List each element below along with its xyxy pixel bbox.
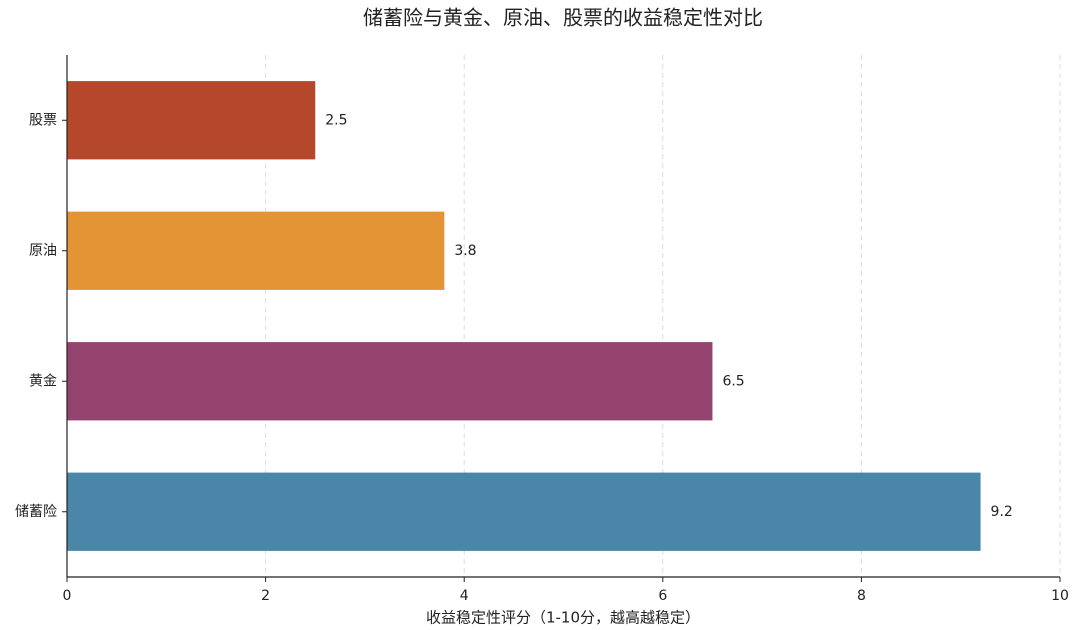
x-tick-label: 2 <box>261 588 270 604</box>
x-axis-label: 收益稳定性评分（1-10分，越高越稳定） <box>426 609 700 627</box>
value-label: 6.5 <box>722 373 744 389</box>
x-tick-label: 8 <box>857 588 866 604</box>
x-tick-label: 4 <box>460 588 469 604</box>
value-label: 3.8 <box>454 243 476 259</box>
bar <box>67 472 981 551</box>
x-tick-label: 0 <box>63 588 72 604</box>
y-tick-label: 储蓄险 <box>15 504 57 520</box>
x-tick-label: 10 <box>1051 588 1069 604</box>
y-tick-label: 股票 <box>29 112 57 128</box>
bar <box>67 342 713 421</box>
value-label: 9.2 <box>991 504 1013 520</box>
bar <box>67 81 316 160</box>
bar <box>67 211 445 290</box>
x-tick-label: 6 <box>658 588 667 604</box>
y-tick-label: 原油 <box>29 243 57 259</box>
value-label: 2.5 <box>325 112 347 128</box>
chart-title: 储蓄险与黄金、原油、股票的收益稳定性对比 <box>363 6 763 30</box>
y-tick-label: 黄金 <box>29 372 57 389</box>
